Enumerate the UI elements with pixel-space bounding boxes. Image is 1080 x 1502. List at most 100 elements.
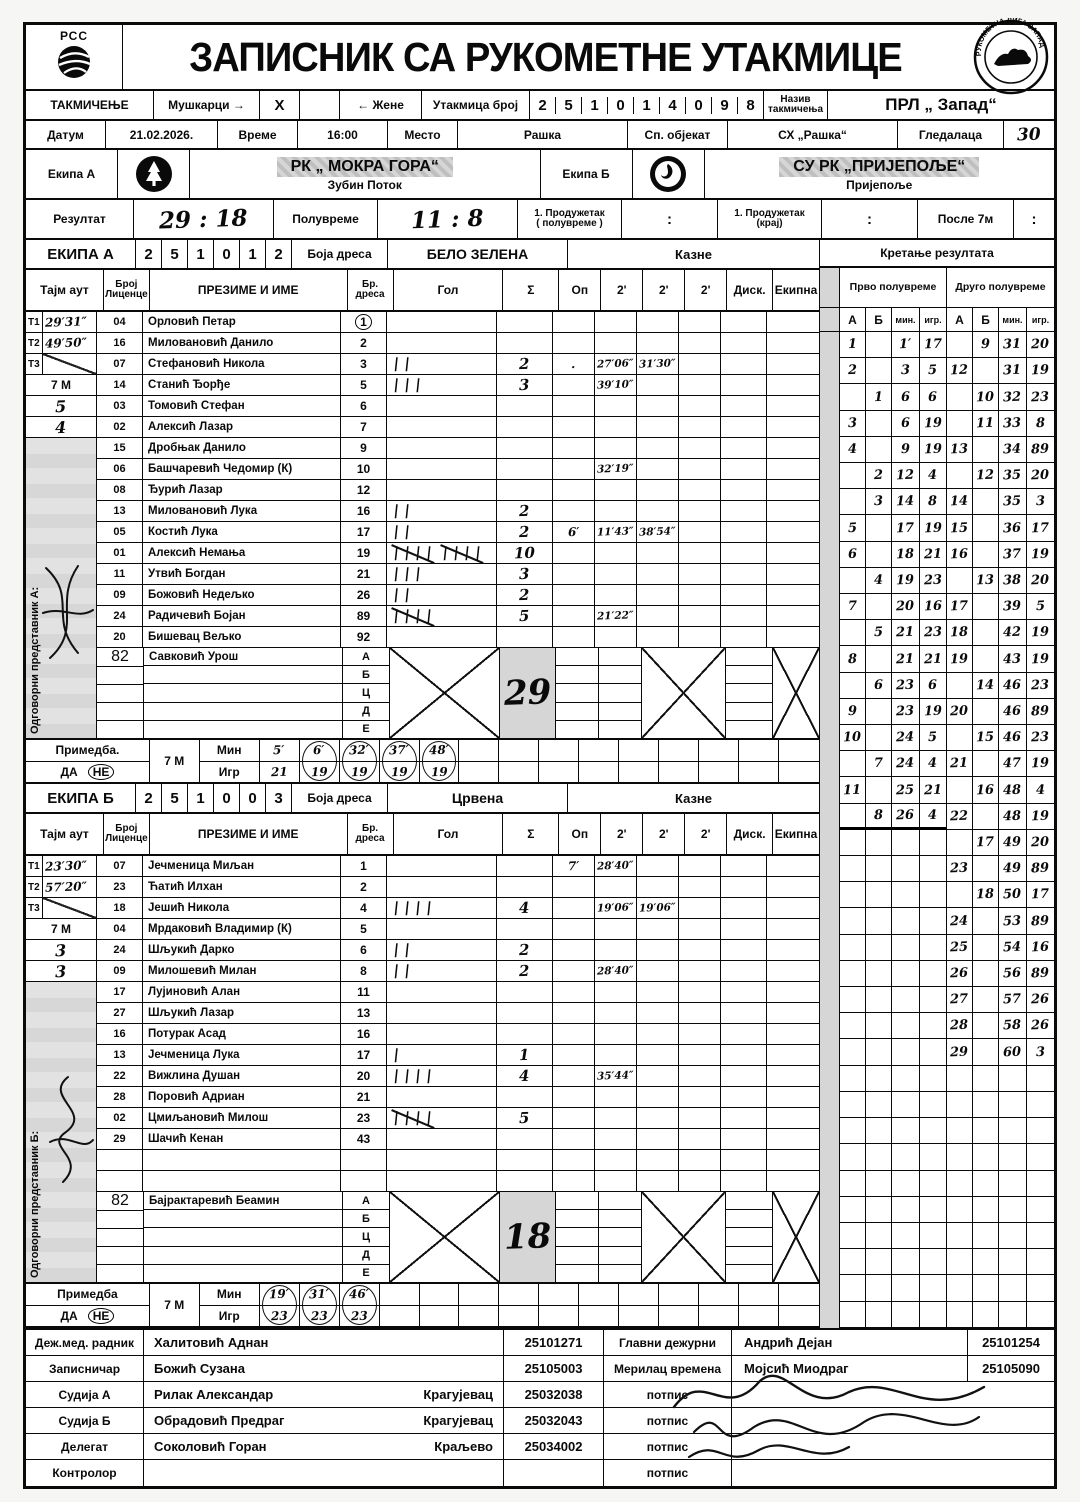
date-label: Датум (47, 127, 84, 142)
player-2min-3 (679, 522, 721, 542)
sevenm-player (459, 762, 498, 783)
player-name: Станић Ђорђе (143, 375, 341, 395)
movement-cell (920, 829, 947, 857)
officials-2min1 (599, 1192, 642, 1282)
movement-row (820, 1196, 1054, 1223)
player-license: 16 (97, 1024, 143, 1044)
player-2min-3 (679, 312, 721, 332)
player-row: 06 Башчаревић Чедомир (К) 10 32′19″ (97, 459, 819, 480)
player-name: Дробњак Данило (143, 438, 341, 458)
movement-cell (840, 908, 866, 935)
movement-cell (866, 987, 892, 1014)
officials-op-cell (556, 1192, 598, 1211)
team-table-body: Т1 23′30″ Т2 57′20″ Т3 7 М 3 3 Одговорни предста… (26, 856, 819, 1284)
player-2min-1: 28′40″ (595, 856, 637, 876)
movement-cell: 2 (840, 358, 866, 385)
officials-name-cell: Савковић Урош (144, 648, 342, 667)
movement-cell (973, 1065, 999, 1092)
movement-cell (920, 1222, 947, 1250)
timeout-cell: Т1 23′30″ (26, 856, 96, 877)
officials-letter-cell: А (343, 648, 389, 667)
player-team-penalty (767, 501, 813, 521)
movement-cell: 8 (840, 646, 866, 673)
sevenm-entry (539, 1284, 580, 1326)
officials-letter-cell: Б (343, 1210, 389, 1229)
player-goal-sum: 1 (497, 1045, 553, 1065)
official-role: Судија Б (26, 1408, 144, 1433)
movement-cell (866, 1170, 892, 1197)
movement-cell (920, 908, 947, 935)
movement-cell (840, 1013, 866, 1040)
player-dress-number: 1 (341, 312, 387, 332)
sevenm-min (459, 740, 499, 762)
officials-name-cell (144, 1210, 342, 1229)
movement-cell: 37 (999, 541, 1027, 568)
movement-cell (840, 934, 866, 961)
movement-cell: 35 (999, 489, 1027, 516)
sevenm-entry (779, 1284, 820, 1326)
player-2min-2 (637, 396, 679, 416)
teams-row: Екипа А РК „ МОКРА ГОРА“ Зубин Поток Еки… (26, 150, 1054, 200)
movement-cell: 20 (1027, 568, 1054, 595)
player-row: 23 Ћатић Илхан 2 (97, 877, 819, 898)
player-goal-sum (497, 396, 553, 416)
movement-cell: 17 (947, 594, 973, 621)
movement-cell: 19 (920, 410, 947, 437)
player-op-penalty: . (553, 354, 595, 374)
sevenm-entry: 31′ 23 (299, 1284, 340, 1326)
sevenm-player (380, 1306, 419, 1327)
tally-group: || (391, 587, 415, 603)
official-right-label: потпис (604, 1434, 732, 1459)
player-disqualification (721, 417, 767, 437)
officials-letter-cell: Б (343, 666, 389, 685)
officials-disc-cell (726, 703, 772, 721)
officials-license-cell (97, 703, 143, 721)
sevenm-player (699, 1306, 738, 1327)
movement-col-header: Б (973, 308, 999, 331)
movement-cell (866, 1196, 892, 1223)
official-name: Соколовић Горан Краљево (144, 1434, 504, 1459)
movement-cell (892, 1275, 920, 1302)
match-digit: 1 (582, 96, 608, 114)
officials-license-cell: 82 (97, 648, 143, 667)
movement-spacer (820, 725, 840, 752)
movement-cell (840, 1144, 866, 1171)
player-team-penalty (767, 333, 813, 353)
player-2min-3 (679, 1129, 721, 1149)
after-7m-label: После 7м (937, 212, 994, 226)
movement-cell (920, 1170, 947, 1197)
movement-cell: 4 (920, 751, 947, 778)
rss-emblem-icon (56, 44, 92, 85)
player-disqualification (721, 898, 767, 918)
timeout-cell: Т2 57′20″ (26, 877, 96, 898)
movement-row: 1 1′ 17 9 31 20 (820, 332, 1054, 359)
player-2min-1 (595, 1003, 637, 1023)
movement-cell (892, 829, 920, 857)
player-goal-sum: 3 (497, 564, 553, 584)
player-disqualification (721, 606, 767, 626)
officials-op-cell (556, 684, 598, 703)
movement-cell: 1 (866, 384, 892, 411)
sevenm-min (779, 1284, 820, 1306)
movement-cell (947, 777, 973, 804)
movement-cell: 17 (1027, 882, 1054, 909)
player-team-penalty (767, 1129, 813, 1149)
goal-tally: |||| (391, 608, 436, 624)
movement-spacer (820, 1196, 840, 1223)
movement-spacer (820, 1170, 840, 1197)
sevenm-min (419, 1284, 459, 1306)
movement-cell: 20 (1027, 830, 1054, 857)
team-code-digit: 1 (188, 240, 214, 268)
sevenm-entry (739, 1284, 780, 1326)
movement-cell (866, 829, 892, 857)
player-op-penalty (553, 1003, 595, 1023)
player-op-penalty (553, 417, 595, 437)
venue-value: СХ „Рашка“ (778, 127, 847, 142)
movement-cell (840, 1275, 866, 1302)
player-2min-1 (595, 1129, 637, 1149)
movement-cell (947, 1196, 973, 1223)
player-2min-3 (679, 543, 721, 563)
player-row: 02 Цмиљановић Милош 23 |||| 5 (97, 1108, 819, 1129)
player-row: 28 Поровић Адриан 21 (97, 1087, 819, 1108)
penalties-label: Казне (674, 246, 713, 262)
